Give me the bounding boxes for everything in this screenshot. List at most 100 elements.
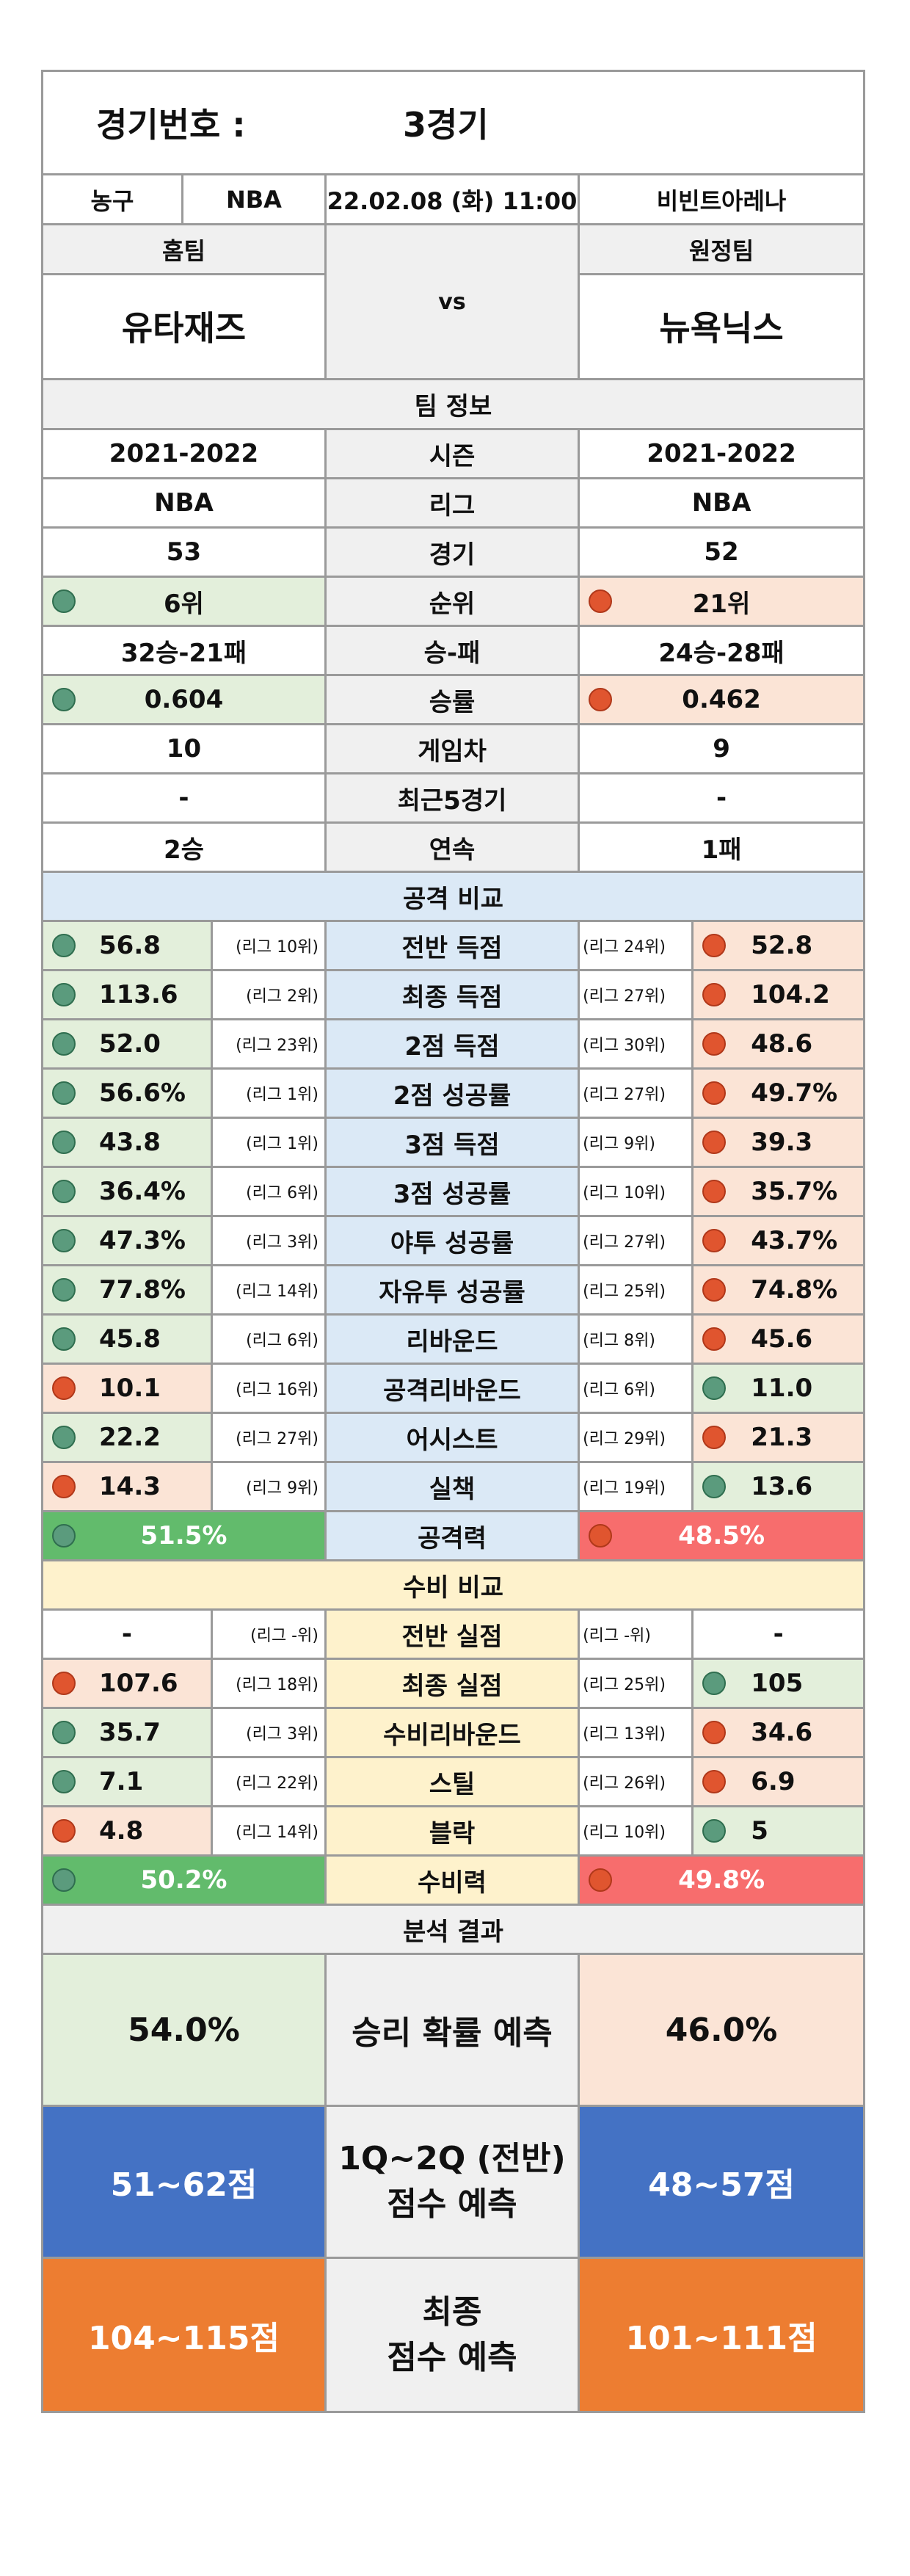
match-datetime: 22.02.08 (화) 11:00 (327, 175, 580, 223)
info-row: 농구 NBA 22.02.08 (화) 11:00 비빈트아레나 (43, 175, 863, 225)
home-stat-rank: (리그 27위) (212, 1414, 327, 1461)
indicator-dot-icon (52, 1868, 76, 1892)
home-stat-value: 52.0 (99, 1029, 161, 1059)
away-stat-value: 105 (751, 1669, 804, 1698)
away-stat-value: - (773, 1619, 784, 1649)
home-stat-rank: (리그 22위) (212, 1758, 327, 1805)
indicator-dot-icon (52, 1672, 76, 1695)
away-stat-rank: (리그 27위) (580, 1217, 694, 1264)
away-stat-rank: (리그 27위) (580, 971, 694, 1018)
stat-label: 공격리바운드 (326, 1365, 580, 1412)
stat-label: 어시스트 (326, 1414, 580, 1461)
indicator-dot-icon (589, 1868, 613, 1892)
info-season-row: 2021-2022 시즌 2021-2022 (43, 430, 863, 479)
away-stat-value: 34.6 (751, 1718, 813, 1747)
indicator-dot-icon (702, 1672, 727, 1695)
defense-stat-row: 4.8 (리그 14위) 블락 (리그 10위) 5 (43, 1807, 863, 1857)
indicator-dot-icon (702, 934, 727, 957)
away-stat-rank: (리그 29위) (580, 1414, 694, 1461)
home-stat-value: 22.2 (99, 1423, 161, 1452)
away-stat-rank: (리그 6위) (580, 1365, 694, 1412)
indicator-dot-icon (52, 1229, 76, 1252)
defense-stat-row: 107.6 (리그 18위) 최종 실점 (리그 25위) 105 (43, 1660, 863, 1709)
indicator-dot-icon (52, 1376, 76, 1400)
analysis-header: 분석 결과 (43, 1906, 863, 1955)
final-score-row: 104~115점 최종 점수 예측 101~111점 (43, 2259, 864, 2413)
away-stat-rank: (리그 10위) (580, 1168, 694, 1215)
venue: 비빈트아레나 (656, 186, 787, 215)
attack-stat-row: 77.8% (리그 14위) 자유투 성공률 (리그 25위) 74.8% (43, 1266, 863, 1316)
indicator-dot-icon (702, 983, 727, 1006)
stat-label: 최종 실점 (326, 1660, 580, 1707)
half-score-label-line1: 1Q~2Q (전반) (338, 2140, 566, 2178)
indicator-dot-icon (52, 1081, 76, 1105)
defense-title: 수비 비교 (43, 1561, 863, 1608)
attack-header: 공격 비교 (43, 873, 863, 922)
stat-label: 스틸 (326, 1758, 580, 1805)
away-stat-value: 49.7% (751, 1078, 838, 1108)
away-stat-value: 13.6 (751, 1472, 813, 1501)
away-stat-value: 48.6 (751, 1029, 813, 1059)
match-number-label: 경기번호 : (96, 105, 246, 145)
defense-stat-row: 7.1 (리그 22위) 스틸 (리그 26위) 6.9 (43, 1758, 863, 1807)
attack-stat-row: 10.1 (리그 16위) 공격리바운드 (리그 6위) 11.0 (43, 1365, 863, 1414)
league: NBA (183, 175, 327, 223)
away-stat-rank: (리그 9위) (580, 1119, 694, 1166)
indicator-dot-icon (702, 1131, 727, 1154)
home-stat-value: 107.6 (99, 1669, 178, 1698)
half-score-label-line2: 점수 예측 (387, 2185, 517, 2223)
team-info-title: 팀 정보 (43, 380, 863, 428)
final-score-label-line1: 최종 (422, 2293, 482, 2331)
away-stat-value: 35.7% (751, 1177, 838, 1206)
win-probability-label: 승리 확률 예측 (326, 1955, 580, 2105)
info-record-row: 32승-21패 승-패 24승-28패 (43, 627, 863, 676)
stat-label: 리바운드 (326, 1316, 580, 1363)
indicator-dot-icon (52, 983, 76, 1006)
away-stat-value: 74.8% (751, 1275, 838, 1305)
attack-title: 공격 비교 (43, 873, 863, 920)
away-stat-value: 11.0 (751, 1374, 813, 1403)
info-games-row: 53 경기 52 (43, 529, 863, 578)
home-stat-rank: (리그 3위) (212, 1217, 327, 1264)
away-stat-rank: (리그 25위) (580, 1660, 694, 1707)
home-stat-value: - (121, 1619, 132, 1649)
indicator-dot-icon (52, 1426, 76, 1449)
sport: 농구 (43, 175, 183, 223)
indicator-dot-icon (702, 1327, 727, 1351)
indicator-dot-icon (52, 1032, 76, 1056)
indicator-dot-icon (52, 1180, 76, 1203)
stat-label: 2점 성공률 (326, 1070, 580, 1117)
away-stat-rank: (리그 27위) (580, 1070, 694, 1117)
info-rank-row: 6위 순위 21위 (43, 578, 864, 627)
stat-label: 자유투 성공률 (326, 1266, 580, 1313)
away-stat-value: 39.3 (751, 1128, 813, 1157)
stat-label: 전반 실점 (326, 1611, 580, 1658)
stat-label: 3점 득점 (326, 1119, 580, 1166)
attack-stat-row: 22.2 (리그 27위) 어시스트 (리그 29위) 21.3 (43, 1414, 863, 1463)
home-stat-value: 56.8 (99, 931, 161, 960)
indicator-dot-icon (52, 1327, 76, 1351)
home-stat-rank: (리그 16위) (212, 1365, 327, 1412)
stat-label: 실책 (326, 1463, 580, 1510)
stat-label: 블락 (326, 1807, 580, 1854)
stat-label: 2점 득점 (326, 1020, 580, 1067)
attack-stat-row: 45.8 (리그 6위) 리바운드 (리그 8위) 45.6 (43, 1316, 863, 1365)
header-row: 경기번호 : 3경기 (43, 72, 863, 175)
away-stat-rank: (리그 19위) (580, 1463, 694, 1510)
away-stat-rank: (리그 25위) (580, 1266, 694, 1313)
indicator-dot-icon (589, 589, 613, 613)
win-probability-row: 54.0% 승리 확률 예측 46.0% (43, 1955, 864, 2107)
analysis-title: 분석 결과 (43, 1906, 863, 1953)
indicator-dot-icon (702, 1426, 727, 1449)
home-team-label: 홈팀 (43, 225, 324, 275)
home-stat-rank: (리그 6위) (212, 1316, 327, 1363)
away-stat-rank: (리그 24위) (580, 922, 694, 969)
indicator-dot-icon (52, 1131, 76, 1154)
vs-label: vs (326, 225, 580, 378)
home-stat-value: 14.3 (99, 1472, 161, 1501)
final-score-label-line2: 점수 예측 (387, 2338, 517, 2376)
indicator-dot-icon (589, 1524, 613, 1548)
away-stat-rank: (리그 26위) (580, 1758, 694, 1805)
indicator-dot-icon (52, 589, 76, 613)
away-team-label: 원정팀 (580, 225, 864, 275)
